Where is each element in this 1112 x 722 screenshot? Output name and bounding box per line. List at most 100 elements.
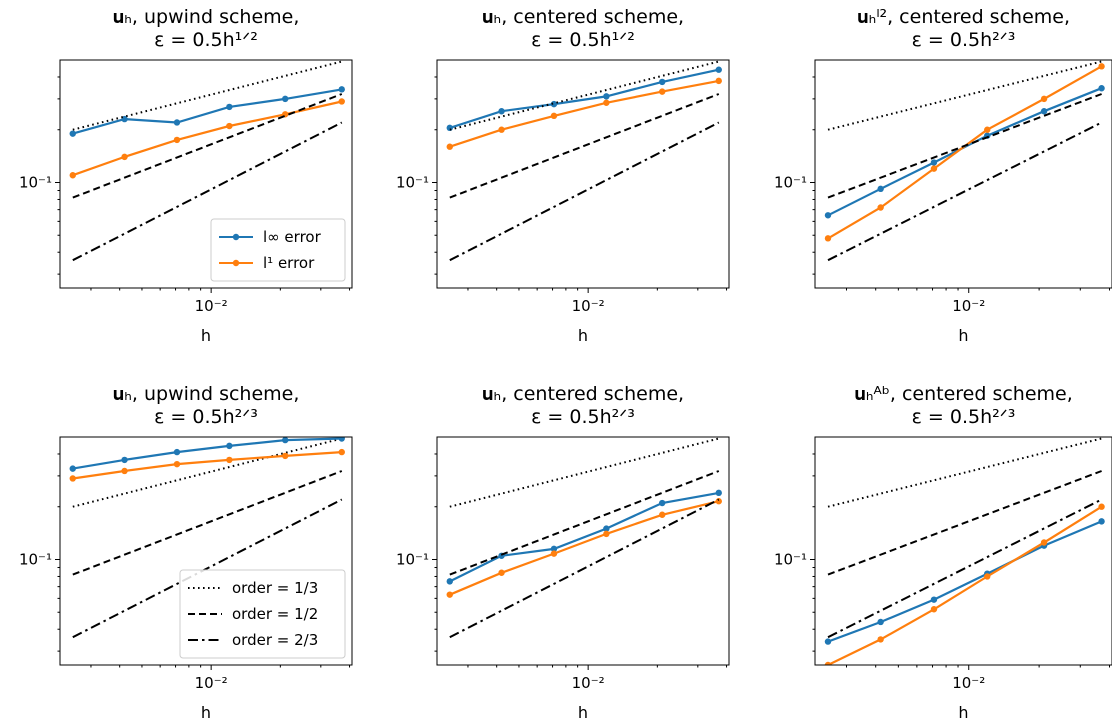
data-point bbox=[1040, 108, 1048, 115]
panel-title-line: ε = 0.5h²ᐟ³ bbox=[154, 406, 258, 428]
data-point bbox=[984, 126, 991, 133]
panel-3: 𝐮ₕˡ², centered scheme,ε = 0.5h²ᐟ³ 10⁻² 10⁻… bbox=[774, 6, 1112, 345]
data-point bbox=[603, 530, 610, 538]
reference-line-dotted bbox=[827, 60, 1102, 131]
data-point bbox=[498, 126, 505, 133]
data-point bbox=[338, 86, 345, 93]
data-point bbox=[877, 185, 884, 193]
y-tick-label: 10⁻¹ bbox=[774, 550, 807, 568]
data-point bbox=[550, 100, 558, 108]
data-point bbox=[226, 442, 233, 450]
data-point bbox=[930, 159, 938, 166]
data-point bbox=[877, 204, 884, 211]
axes-frame bbox=[59, 436, 353, 666]
x-axis-label: h bbox=[578, 703, 588, 722]
data-point bbox=[1098, 503, 1105, 510]
panel-title-line: 𝐮ₕ, centered scheme, bbox=[482, 6, 684, 28]
x-axis-label: h bbox=[578, 326, 588, 345]
data-point bbox=[282, 95, 289, 103]
data-point bbox=[226, 456, 233, 464]
error-series-line bbox=[72, 451, 342, 480]
data-point bbox=[877, 636, 884, 643]
data-point bbox=[824, 235, 832, 242]
x-tick-label: 10⁻² bbox=[952, 674, 985, 692]
panel-title-line: ε = 0.5h¹ᐟ² bbox=[531, 29, 635, 51]
data-point bbox=[550, 112, 558, 120]
legend-label: order = 1/3 bbox=[232, 579, 318, 597]
panel-6: 𝐮ₕᴬᵇ, centered scheme,ε = 0.5h²ᐟ³ 10⁻² 10⁻… bbox=[774, 383, 1112, 722]
x-axis-label: h bbox=[958, 326, 968, 345]
data-point bbox=[659, 78, 666, 86]
data-point bbox=[173, 136, 181, 144]
data-point bbox=[930, 165, 938, 172]
reference-line-dashed bbox=[72, 470, 343, 576]
data-point bbox=[121, 153, 128, 161]
data-point bbox=[121, 467, 128, 475]
data-point bbox=[446, 591, 453, 598]
data-point bbox=[1098, 63, 1105, 70]
x-tick-label: 10⁻² bbox=[572, 674, 605, 692]
legend-label: l∞ error bbox=[263, 228, 322, 246]
data-point bbox=[715, 498, 722, 505]
error-series-line bbox=[827, 65, 1103, 240]
reference-line-dotted bbox=[72, 60, 343, 131]
legend-marker bbox=[232, 259, 240, 267]
plot-area bbox=[824, 60, 1105, 262]
error-series-line bbox=[449, 68, 720, 129]
y-tick-label: 10⁻¹ bbox=[19, 550, 52, 568]
panel-title-line: ε = 0.5h²ᐟ³ bbox=[912, 406, 1016, 428]
data-point bbox=[824, 638, 832, 645]
x-tick-label: 10⁻² bbox=[195, 674, 228, 692]
data-point bbox=[603, 99, 610, 106]
error-series-line bbox=[72, 437, 342, 470]
reference-line-dotted bbox=[72, 437, 343, 508]
y-tick-label: 10⁻¹ bbox=[396, 173, 429, 191]
data-point bbox=[715, 77, 722, 85]
data-point bbox=[550, 550, 558, 557]
error-series-line bbox=[449, 79, 720, 148]
data-point bbox=[446, 143, 453, 150]
data-point bbox=[930, 606, 938, 613]
reference-line-dashdot bbox=[827, 121, 1103, 262]
data-point bbox=[659, 511, 666, 518]
data-point bbox=[338, 448, 345, 456]
data-point bbox=[69, 465, 76, 472]
reference-line-dashdot bbox=[72, 498, 343, 639]
data-point bbox=[226, 122, 233, 130]
data-point bbox=[877, 618, 884, 626]
plot-area bbox=[446, 437, 722, 639]
data-point bbox=[121, 115, 128, 123]
panel-title-line: 𝐮ₕˡ², centered scheme, bbox=[857, 6, 1070, 28]
legend-label: order = 1/2 bbox=[232, 605, 318, 623]
data-point bbox=[446, 578, 453, 585]
data-point bbox=[1040, 539, 1048, 546]
legend-label: order = 2/3 bbox=[232, 631, 318, 649]
x-tick-label: 10⁻² bbox=[572, 297, 605, 315]
error-series-line bbox=[827, 87, 1103, 217]
reference-line-dashdot bbox=[449, 498, 720, 639]
error-series-line bbox=[827, 520, 1103, 643]
data-point bbox=[498, 108, 505, 115]
reference-line-dotted bbox=[449, 437, 720, 508]
x-axis-label: h bbox=[201, 326, 211, 345]
y-tick-label: 10⁻¹ bbox=[396, 550, 429, 568]
panel-title-line: 𝐮ₕ, upwind scheme, bbox=[113, 383, 300, 405]
legend-label: l¹ error bbox=[263, 254, 315, 272]
plot-area bbox=[69, 437, 345, 639]
panel-title-line: 𝐮ₕ, centered scheme, bbox=[482, 383, 684, 405]
error-series-line bbox=[72, 88, 342, 135]
reference-line-dashed bbox=[449, 93, 720, 199]
data-point bbox=[550, 545, 558, 553]
reference-line-dashed bbox=[827, 93, 1102, 199]
y-tick-label: 10⁻¹ bbox=[19, 173, 52, 191]
panel-title-line: 𝐮ₕᴬᵇ, centered scheme, bbox=[854, 383, 1073, 405]
data-point bbox=[603, 93, 610, 100]
data-point bbox=[603, 525, 610, 532]
reference-line-dotted bbox=[449, 60, 720, 131]
panel-title-line: 𝐮ₕ, upwind scheme, bbox=[113, 6, 300, 28]
plot-area bbox=[69, 60, 345, 262]
data-point bbox=[121, 456, 128, 464]
legend-box bbox=[210, 218, 346, 282]
axes-frame bbox=[59, 59, 353, 289]
